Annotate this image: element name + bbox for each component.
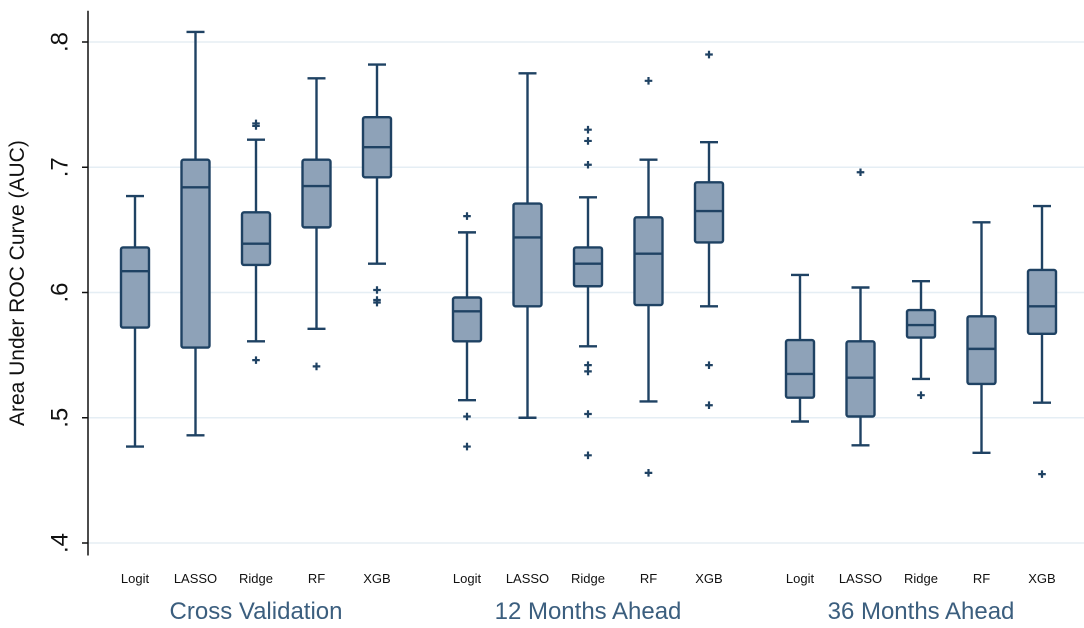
category-label: RF — [308, 571, 325, 586]
category-label: Ridge — [239, 571, 273, 586]
grid-layer — [88, 41, 1084, 544]
iqr-box — [240, 211, 272, 267]
y-tick-label: .4 — [46, 533, 73, 553]
y-axis-title: Area Under ROC Curve (AUC) — [6, 140, 29, 426]
y-tick-label: .5 — [46, 408, 73, 428]
category-label: RF — [973, 571, 990, 586]
iqr-box — [966, 315, 997, 386]
iqr-box — [693, 181, 725, 244]
outlier-point — [584, 451, 592, 460]
group-label: 36 Months Ahead — [828, 598, 1015, 625]
outlier-point — [705, 50, 713, 59]
category-label: LASSO — [839, 571, 882, 586]
outlier-point — [373, 286, 381, 294]
outlier-point — [584, 125, 592, 134]
outlier-point — [584, 160, 592, 169]
outlier-point — [463, 212, 471, 220]
outlier-point — [1038, 470, 1046, 478]
category-label: Logit — [121, 571, 150, 586]
iqr-box — [572, 246, 604, 288]
y-tick-label: .8 — [46, 32, 73, 52]
y-tick-label: .6 — [46, 282, 73, 302]
outlier-point — [252, 119, 260, 128]
outlier-point — [252, 356, 260, 364]
outlier-point — [584, 137, 592, 145]
category-label: XGB — [1028, 571, 1055, 586]
group-label: Cross Validation — [170, 598, 343, 625]
category-label: LASSO — [506, 571, 549, 586]
iqr-box — [451, 296, 483, 343]
outlier-point — [584, 361, 592, 369]
iqr-box — [633, 216, 664, 307]
group-label: 12 Months Ahead — [495, 598, 682, 625]
category-label: XGB — [695, 571, 722, 586]
outlier-point — [373, 296, 381, 304]
outlier-point — [644, 77, 653, 85]
iqr-box — [1026, 268, 1058, 336]
category-label: Ridge — [571, 571, 605, 586]
outlier-point — [856, 168, 865, 177]
outlier-point — [917, 391, 925, 400]
iqr-box — [784, 338, 816, 399]
outlier-point — [644, 469, 653, 477]
outlier-point — [463, 412, 471, 421]
box-layer — [119, 30, 1058, 478]
axis-layer — [82, 10, 89, 556]
outlier-point — [705, 361, 713, 369]
iqr-box — [845, 340, 876, 418]
category-label: XGB — [363, 571, 390, 586]
category-label: Ridge — [904, 571, 938, 586]
category-label: Logit — [786, 571, 815, 586]
iqr-box — [119, 246, 151, 329]
iqr-box — [512, 202, 543, 308]
outlier-point — [463, 442, 471, 451]
category-label: Logit — [453, 571, 482, 586]
category-label: LASSO — [174, 571, 217, 586]
label-layer: .4 .5 .6 .7 .8 Area Under ROC Curve (AUC) Logi… — [6, 32, 1056, 625]
iqr-box — [905, 308, 937, 339]
outlier-point — [312, 362, 321, 371]
iqr-box — [301, 158, 332, 229]
iqr-box — [180, 158, 211, 349]
category-label: RF — [640, 571, 657, 586]
outlier-point — [584, 410, 592, 418]
y-tick-label: .7 — [46, 157, 73, 177]
outlier-point — [705, 401, 713, 410]
